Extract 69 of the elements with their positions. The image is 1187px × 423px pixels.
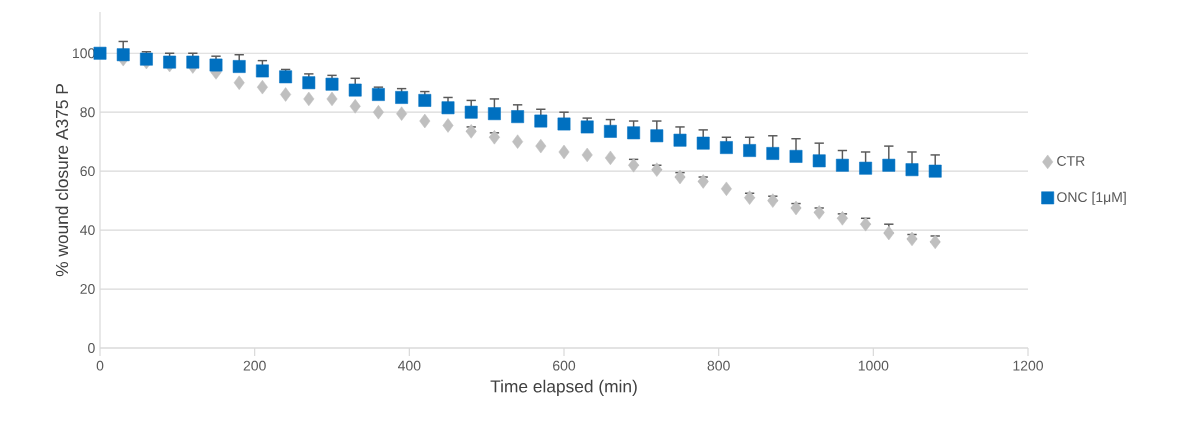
point [186,55,200,69]
point [464,105,478,119]
point [303,91,315,107]
point [534,114,548,128]
y-tick-label: 80 [80,107,95,118]
point [628,158,640,173]
point [419,113,431,129]
point [557,117,571,131]
point [348,83,362,97]
point [140,52,153,66]
point [580,120,594,134]
x-axis-title: Time elapsed (min) [490,379,637,396]
point [906,231,918,247]
x-tick-label: 1000 [858,360,889,371]
point [280,87,292,102]
point [604,150,616,166]
point [883,225,895,241]
legend-label: ONC [1μM] [1057,191,1126,205]
point [512,134,524,149]
y-tick-label: 40 [80,225,95,236]
point [836,158,849,172]
point [256,79,268,95]
y-tick-label: 60 [80,166,95,177]
point [650,129,664,143]
point [860,217,872,232]
point [349,99,361,114]
point [232,60,246,73]
x-tick-label: 200 [243,360,266,371]
point [696,136,710,150]
point [905,163,919,177]
x-tick-label: 600 [553,360,576,371]
point [488,107,501,121]
y-axis-title: % wound closure A375 P [55,84,69,277]
point [442,118,454,133]
point [928,164,942,178]
point [396,106,408,121]
point [790,200,802,216]
point [882,158,896,172]
point [93,46,107,60]
point [325,77,339,91]
point [558,144,570,160]
point [488,130,500,145]
x-tick-label: 800 [707,360,730,371]
point [673,133,687,147]
point [766,147,780,160]
point [511,110,525,124]
point [441,101,455,115]
point [535,138,547,154]
x-tick-label: 400 [397,360,421,371]
point [116,48,130,62]
point [812,154,826,168]
y-tick-label: 20 [80,284,95,294]
point [604,124,617,138]
point [859,161,873,175]
point [326,91,338,107]
point [720,181,732,197]
point [209,58,223,72]
x-tick-label: 1200 [1013,360,1044,371]
point [581,147,593,163]
point [163,55,177,69]
point [674,169,686,185]
point [233,75,245,90]
legend-label: CTR [1057,156,1085,166]
point [302,76,316,90]
point [789,150,803,163]
point [627,126,641,140]
point [372,105,384,120]
x-tick-label: 0 [96,360,104,371]
y-tick-label: 0 [88,343,95,353]
